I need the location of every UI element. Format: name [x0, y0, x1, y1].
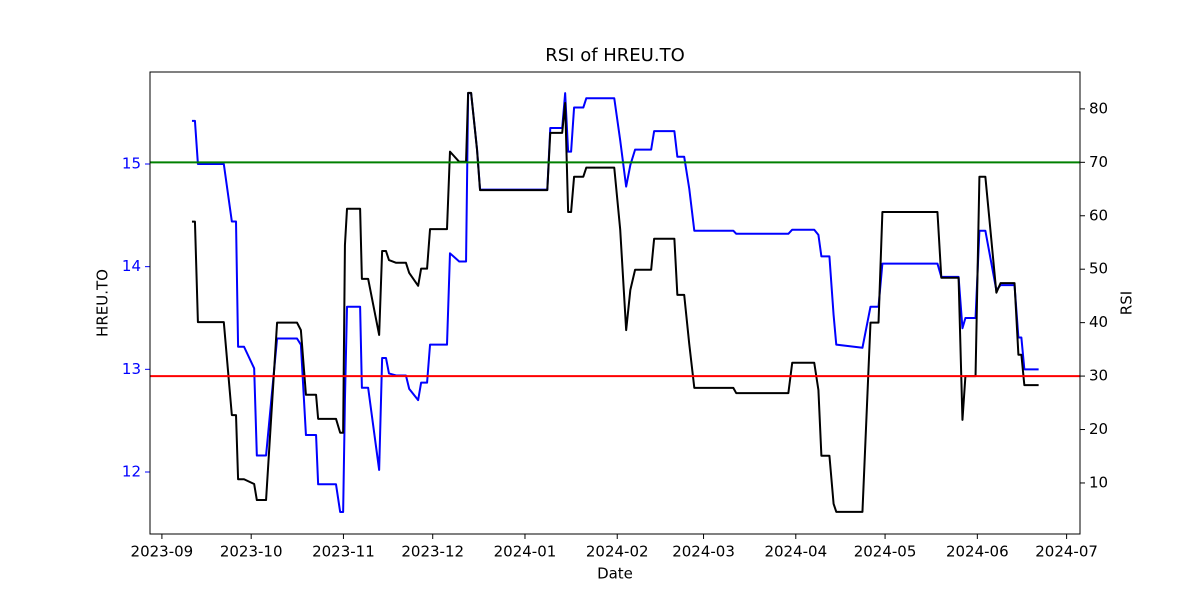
y2-tick-label: 80: [1089, 99, 1108, 117]
y2-tick-label: 60: [1089, 206, 1108, 224]
x-tick-label: 2024-01: [494, 543, 557, 561]
y2-tick-label: 10: [1089, 473, 1108, 491]
x-tick-label: 2024-03: [672, 543, 735, 561]
x-tick-label: 2024-02: [586, 543, 649, 561]
y-tick-label: 12: [122, 462, 141, 480]
series-line: [191, 91, 1039, 513]
y2-tick-label: 50: [1089, 260, 1108, 278]
y2-tick-label: 70: [1089, 153, 1108, 171]
y-tick-label: 13: [122, 360, 141, 378]
y-tick-label: 14: [122, 257, 141, 275]
x-tick-label: 2024-05: [854, 543, 917, 561]
plot-frame: [149, 71, 1081, 535]
x-tick-label: 2024-06: [946, 543, 1009, 561]
x-tick-label: 2024-07: [1035, 543, 1098, 561]
y2-tick-label: 30: [1089, 367, 1108, 385]
x-tick-label: 2023-10: [220, 543, 283, 561]
x-tick-label: 2023-11: [312, 543, 375, 561]
y-axis-label: HREU.TO: [94, 269, 112, 337]
y2-tick-label: 40: [1089, 313, 1108, 331]
x-tick-label: 2023-09: [131, 543, 194, 561]
y-tick-label: 15: [122, 154, 141, 172]
x-axis-label: Date: [597, 565, 633, 583]
x-tick-label: 2024-04: [764, 543, 827, 561]
x-tick-label: 2023-12: [401, 543, 464, 561]
y2-tick-label: 20: [1089, 420, 1108, 438]
y2-axis-label: RSI: [1118, 291, 1136, 315]
chart-title: RSI of HREU.TO: [545, 45, 685, 66]
